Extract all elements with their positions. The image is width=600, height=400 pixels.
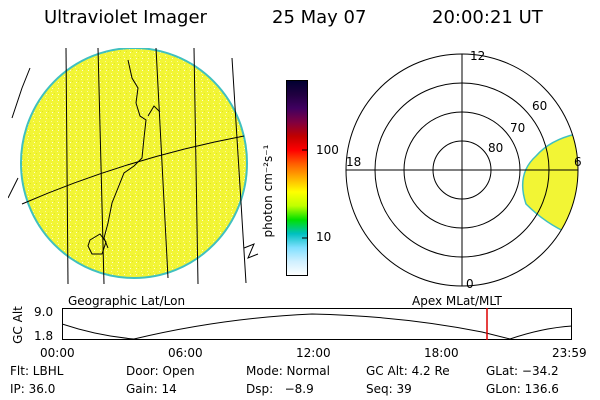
polar-grid (345, 53, 579, 287)
timeline-ytick-low: 1.8 (34, 329, 54, 343)
date-label: 25 May 07 (272, 7, 367, 28)
lat-lon-grid (8, 48, 259, 284)
timeline-ytick-high: 9.0 (34, 305, 54, 319)
colorbar-gradient (286, 80, 308, 276)
geographic-image-panel (8, 48, 259, 284)
colorbar-tick-10: 10 (316, 230, 332, 244)
altitude-timeline (62, 308, 572, 340)
coastlines (87, 59, 161, 255)
seq-status: Seq: 39 (366, 382, 412, 396)
mlat-label-80: 80 (488, 141, 503, 155)
timeline-ylabel: GC Alt (11, 306, 25, 344)
altitude-curve (62, 313, 572, 340)
polar-mlt-plot: 12 18 6 0 60 70 80 (345, 49, 582, 291)
ip-status: IP: 36.0 (10, 382, 56, 396)
mlt-label-6: 6 (574, 155, 582, 169)
mlt-label-12: 12 (470, 49, 485, 63)
apex-caption: Apex MLat/MLT (412, 294, 502, 308)
geographic-caption: Geographic Lat/Lon (68, 294, 186, 308)
glon-status: GLon: 136.6 (486, 382, 559, 396)
colorbar-tick-100: 100 (316, 143, 339, 157)
timeline-xtick-1800: 18:00 (424, 346, 459, 360)
filter-status: Flt: LBHL (10, 364, 64, 378)
gc-altitude-status: GC Alt: 4.2 Re (366, 364, 450, 378)
mode-status: Mode: Normal (246, 364, 330, 378)
timeline-xtick-0000: 00:00 (40, 346, 75, 360)
mlt-label-0: 0 (466, 277, 474, 291)
glat-status: GLat: −34.2 (486, 364, 559, 378)
mlat-label-60: 60 (532, 99, 547, 113)
timeline-xtick-1200: 12:00 (296, 346, 331, 360)
gain-status: Gain: 14 (126, 382, 177, 396)
timeline-xtick-2359: 23:59 (552, 346, 587, 360)
door-status: Door: Open (126, 364, 195, 378)
mlat-label-70: 70 (510, 121, 525, 135)
time-label: 20:00:21 UT (432, 7, 543, 28)
colorbar (286, 80, 308, 276)
timeline-xtick-0600: 06:00 (168, 346, 203, 360)
instrument-title: Ultraviolet Imager (44, 7, 207, 28)
colorbar-label: photon cm⁻²s⁻¹ (261, 144, 275, 238)
mlt-label-18: 18 (346, 155, 361, 169)
dsp-status: Dsp: −8.9 (246, 382, 314, 396)
